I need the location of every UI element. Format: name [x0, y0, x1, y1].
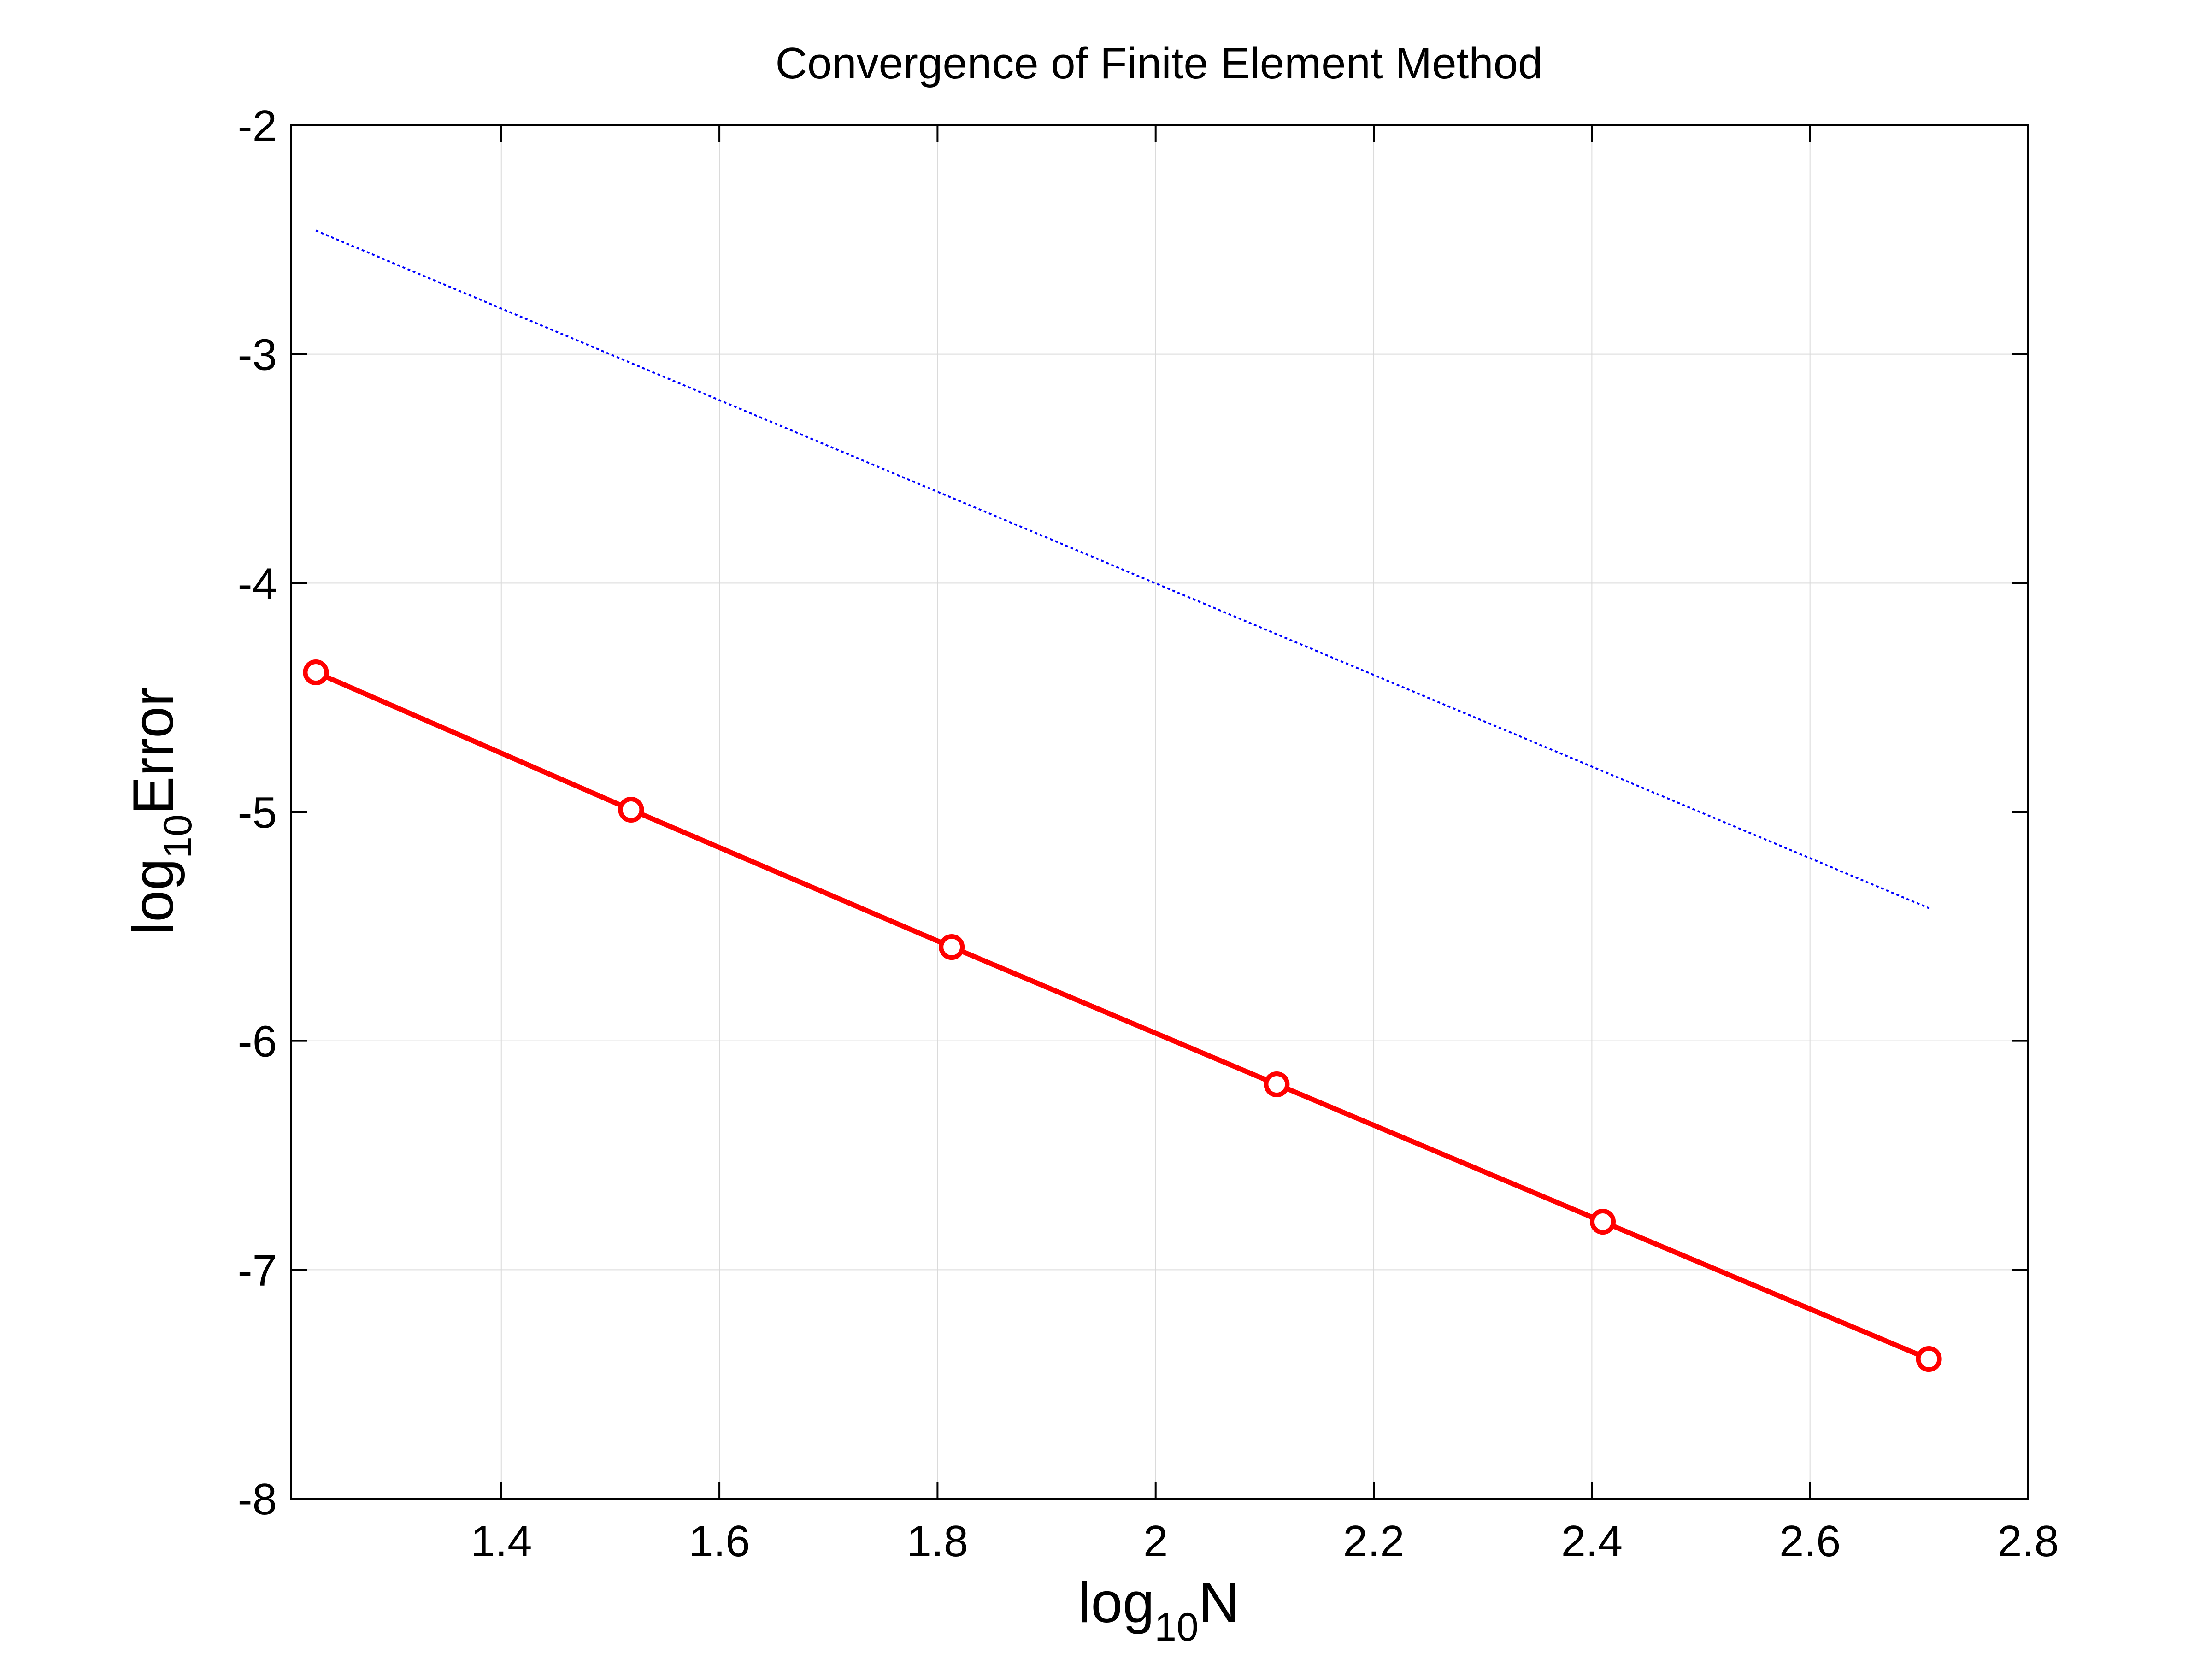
- x-axis-label: log10N: [1078, 1571, 1240, 1649]
- x-axis-label-base: log: [1078, 1571, 1154, 1635]
- y-tick-label: -4: [238, 559, 277, 608]
- x-tick-label: 2.4: [1561, 1517, 1623, 1566]
- x-axis-label-subscript: 10: [1154, 1605, 1199, 1649]
- x-tick-labels: 1.4 1.6 1.8 2 2.2 2.4 2.6 2.8: [471, 1517, 2059, 1566]
- x-tick-label: 2.8: [1997, 1517, 2059, 1566]
- series-line-1: [315, 670, 1930, 1362]
- series-1-point: [303, 659, 329, 686]
- x-tick-label: 1.6: [688, 1517, 750, 1566]
- x-axis-label-main: N: [1199, 1571, 1240, 1635]
- x-tick-label: 1.4: [471, 1517, 532, 1566]
- series-1-point: [1916, 1346, 1942, 1372]
- y-axis-label: log10Error: [122, 688, 200, 935]
- series-1-point: [1590, 1209, 1616, 1235]
- x-tick-label: 1.8: [907, 1517, 968, 1566]
- ticks: [291, 124, 2029, 1500]
- chart-title: Convergence of Finite Element Method: [776, 39, 1543, 88]
- y-axis-label-base: log: [122, 859, 185, 935]
- series-line-2: [315, 229, 1930, 909]
- y-tick-label: -2: [238, 101, 277, 151]
- x-tick-label: 2.2: [1343, 1517, 1404, 1566]
- y-axis-label-subscript: 10: [156, 814, 200, 859]
- y-tick-label: -7: [238, 1246, 277, 1295]
- y-tick-label: -3: [238, 330, 277, 380]
- y-tick-labels: -2 -3 -4 -5 -6 -7 -8: [238, 101, 277, 1524]
- y-axis-label-main: Error: [122, 688, 185, 815]
- y-tick-label: -5: [238, 788, 277, 837]
- series-layer: [303, 229, 1942, 1372]
- series-1-point: [618, 797, 644, 823]
- series-1-point: [939, 934, 965, 960]
- series-1-point: [1264, 1071, 1290, 1098]
- y-tick-label: -8: [238, 1475, 277, 1524]
- x-tick-label: 2.6: [1779, 1517, 1841, 1566]
- y-tick-label: -6: [238, 1017, 277, 1066]
- x-tick-label: 2: [1143, 1517, 1168, 1566]
